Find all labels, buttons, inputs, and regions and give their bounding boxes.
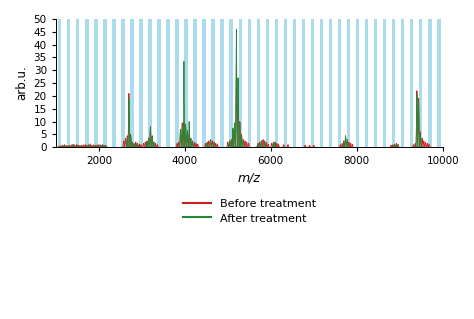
Bar	[220, 19, 224, 147]
Bar	[58, 19, 62, 147]
Bar	[184, 19, 188, 147]
Bar	[419, 19, 422, 147]
X-axis label: m/z: m/z	[238, 172, 261, 185]
Bar	[67, 19, 71, 147]
Bar	[202, 19, 206, 147]
Bar	[94, 19, 98, 147]
Bar	[274, 19, 278, 147]
Bar	[247, 19, 251, 147]
Bar	[428, 19, 431, 147]
Bar	[283, 19, 287, 147]
Bar	[193, 19, 197, 147]
Bar	[139, 19, 143, 147]
Bar	[256, 19, 260, 147]
Bar	[401, 19, 404, 147]
Bar	[229, 19, 233, 147]
Bar	[130, 19, 134, 147]
Bar	[157, 19, 161, 147]
Bar	[292, 19, 296, 147]
Bar	[85, 19, 89, 147]
Legend: Before treatment, After treatment: Before treatment, After treatment	[178, 194, 320, 228]
Bar	[121, 19, 125, 147]
Bar	[175, 19, 179, 147]
Bar	[301, 19, 305, 147]
Bar	[211, 19, 215, 147]
Bar	[166, 19, 170, 147]
Bar	[103, 19, 107, 147]
Y-axis label: arb.u.: arb.u.	[15, 66, 28, 100]
Bar	[329, 19, 332, 147]
Bar	[410, 19, 413, 147]
Bar	[311, 19, 314, 147]
Bar	[238, 19, 242, 147]
Bar	[437, 19, 440, 147]
Bar	[383, 19, 386, 147]
Bar	[392, 19, 395, 147]
Bar	[374, 19, 377, 147]
Bar	[356, 19, 359, 147]
Bar	[265, 19, 269, 147]
Bar	[112, 19, 116, 147]
Bar	[338, 19, 341, 147]
Bar	[365, 19, 368, 147]
Bar	[76, 19, 80, 147]
Bar	[320, 19, 323, 147]
Bar	[148, 19, 152, 147]
Bar	[347, 19, 350, 147]
